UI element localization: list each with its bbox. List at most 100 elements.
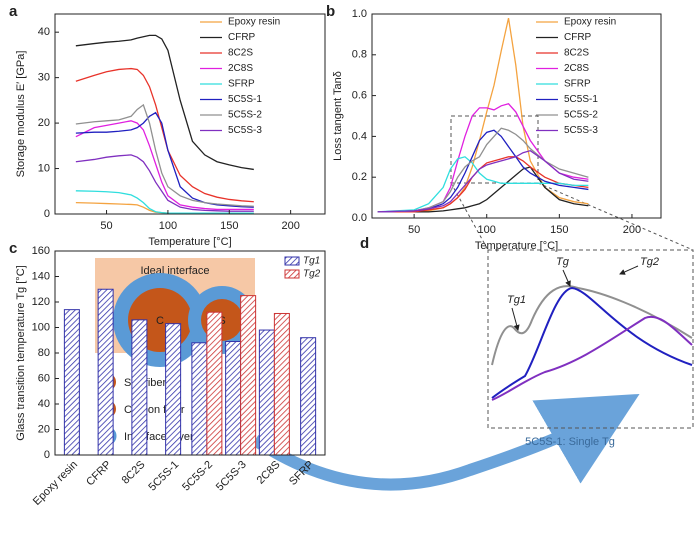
y-tick-label: 0.4 bbox=[352, 130, 367, 142]
line bbox=[377, 156, 589, 213]
panel-label: a bbox=[9, 3, 18, 20]
x-axis-label: Temperature [°C] bbox=[475, 240, 558, 252]
bar bbox=[191, 342, 208, 456]
inset-arrow bbox=[619, 265, 639, 275]
x-tick-label: 5C5S-3 bbox=[214, 459, 249, 494]
zoom-box bbox=[450, 115, 539, 184]
x-tick-label: 150 bbox=[550, 224, 568, 236]
bar bbox=[240, 295, 257, 456]
inset-curve bbox=[491, 286, 693, 399]
plot-frame bbox=[371, 13, 662, 219]
y-tick-label: 0 bbox=[44, 208, 50, 220]
x-tick-label: 5C5S-1 bbox=[146, 459, 181, 494]
line bbox=[377, 156, 589, 213]
panel-label: d bbox=[360, 235, 369, 252]
x-tick-label: 100 bbox=[159, 220, 177, 232]
y-tick-label: 60 bbox=[38, 372, 50, 384]
legend-label: SFRP bbox=[228, 79, 255, 90]
legend-label: Tg1 bbox=[303, 256, 320, 267]
panel-label: c bbox=[9, 240, 17, 257]
y-tick-label: 20 bbox=[38, 423, 50, 435]
y-tick-label: 140 bbox=[32, 270, 50, 282]
legend-label: 8C2S bbox=[564, 48, 589, 59]
line bbox=[75, 103, 254, 207]
plot-frame bbox=[54, 13, 326, 215]
legend-label: 8C2S bbox=[228, 48, 253, 59]
legend-label: 2C8S bbox=[564, 63, 589, 74]
legend-label: CFRP bbox=[228, 32, 256, 43]
y-axis-label: Loss tangent Tanδ bbox=[332, 71, 344, 161]
bar bbox=[206, 311, 223, 456]
line bbox=[75, 120, 254, 211]
inset-label: Tg bbox=[556, 256, 570, 268]
y-tick-label: 10 bbox=[38, 162, 50, 174]
y-axis-label: Glass transition temperature Tg [°C] bbox=[15, 265, 27, 440]
legend-label: 5C5S-3 bbox=[228, 125, 262, 136]
y-tick-label: 160 bbox=[32, 245, 50, 257]
x-axis-label: Temperature [°C] bbox=[148, 236, 231, 248]
line bbox=[75, 154, 254, 212]
line bbox=[377, 166, 589, 213]
y-tick-label: 20 bbox=[38, 117, 50, 129]
legend-label: CFRP bbox=[564, 32, 592, 43]
x-tick-label: 150 bbox=[220, 220, 238, 232]
x-tick-label: 200 bbox=[281, 220, 299, 232]
inset-label: Tg1 bbox=[507, 294, 526, 306]
bar bbox=[258, 329, 275, 456]
y-tick-label: 40 bbox=[38, 398, 50, 410]
y-tick-label: 0.8 bbox=[352, 49, 367, 61]
inset-box bbox=[487, 249, 694, 429]
legend-label: Epoxy resin bbox=[564, 17, 616, 28]
inset-arrow bbox=[511, 307, 520, 331]
line bbox=[75, 67, 254, 203]
legend-label: 5C5S-1 bbox=[228, 94, 262, 105]
y-tick-label: 30 bbox=[38, 72, 50, 84]
arrow bbox=[251, 393, 640, 491]
x-tick-label: 5C5S-2 bbox=[180, 459, 215, 494]
panel-label: b bbox=[326, 3, 335, 20]
legend-label: SFRP bbox=[564, 79, 591, 90]
inset-arrow bbox=[562, 269, 571, 287]
y-tick-label: 40 bbox=[38, 26, 50, 38]
legend-swatch bbox=[284, 256, 300, 266]
legend-swatch bbox=[284, 269, 300, 279]
bar bbox=[97, 288, 114, 456]
legend-label: 2C8S bbox=[228, 63, 253, 74]
y-tick-label: 80 bbox=[38, 347, 50, 359]
legend-label: Epoxy resin bbox=[228, 17, 280, 28]
line bbox=[377, 149, 589, 213]
y-tick-label: 100 bbox=[32, 321, 50, 333]
x-tick-label: 2C8S bbox=[255, 459, 283, 487]
y-axis-label: Storage modulus E′ [GPa] bbox=[15, 51, 27, 178]
y-tick-label: 1.0 bbox=[352, 8, 367, 20]
legend-label: Tg2 bbox=[303, 269, 321, 280]
carbon-text: C bbox=[156, 315, 164, 327]
x-tick-label: 200 bbox=[623, 224, 641, 236]
x-tick-label: 50 bbox=[408, 224, 420, 236]
caption: 5C5S-1: Single Tg bbox=[525, 436, 615, 448]
bar bbox=[63, 309, 80, 456]
legend-label: 5C5S-1 bbox=[564, 94, 598, 105]
y-tick-label: 0.6 bbox=[352, 90, 367, 102]
x-tick-label: 50 bbox=[100, 220, 112, 232]
line bbox=[75, 190, 254, 214]
legend-label: 5C5S-2 bbox=[564, 110, 598, 121]
inset-curve bbox=[491, 285, 693, 366]
y-tick-label: 0.0 bbox=[352, 212, 367, 224]
inset-label: Tg2 bbox=[640, 256, 659, 268]
bar bbox=[273, 312, 290, 456]
bar bbox=[225, 341, 242, 456]
y-tick-label: 120 bbox=[32, 296, 50, 308]
x-tick-label: 8C2S bbox=[120, 459, 148, 487]
plot-frame bbox=[54, 250, 326, 456]
bar bbox=[165, 323, 182, 456]
inset-curve bbox=[491, 315, 693, 401]
legend-label: 5C5S-3 bbox=[564, 125, 598, 136]
line bbox=[75, 34, 254, 171]
bar bbox=[131, 319, 148, 456]
bar bbox=[300, 337, 317, 456]
zoom-line bbox=[537, 182, 694, 251]
x-tick-label: 100 bbox=[478, 224, 496, 236]
